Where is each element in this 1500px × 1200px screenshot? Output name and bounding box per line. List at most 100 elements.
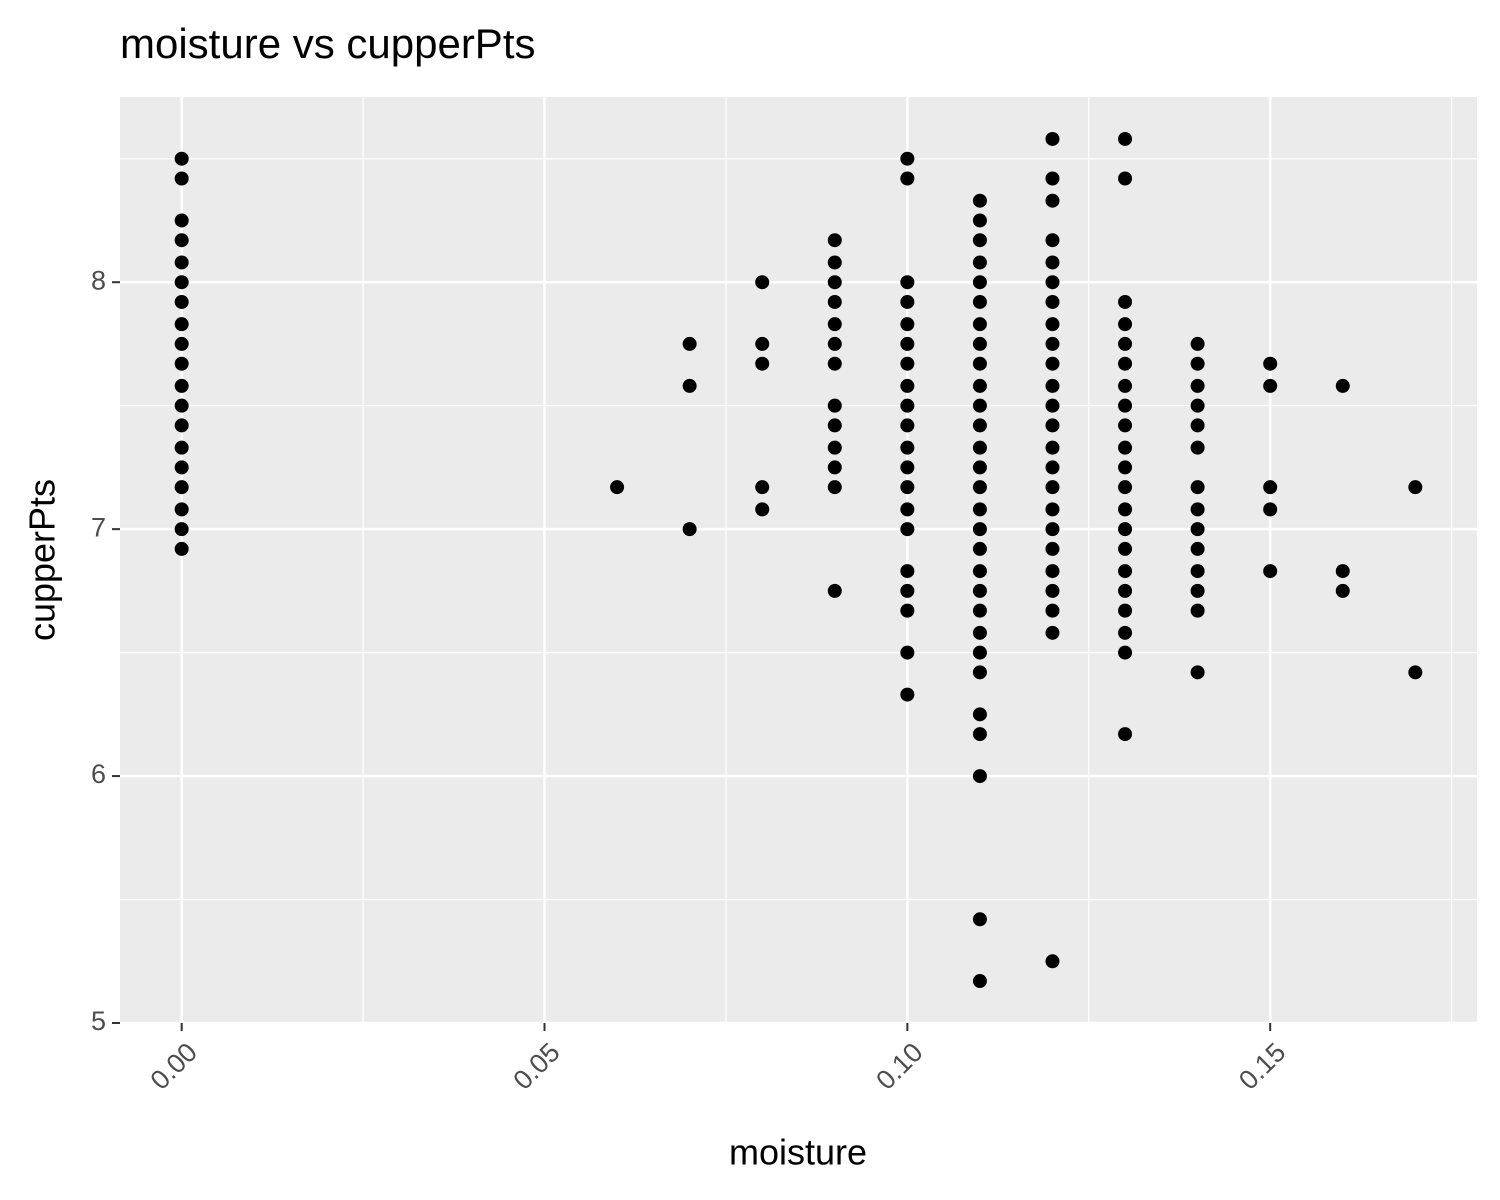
- point: [174, 171, 189, 186]
- point: [900, 294, 915, 309]
- point: [1118, 398, 1133, 413]
- point: [755, 336, 770, 351]
- point: [755, 356, 770, 371]
- point: [1045, 522, 1060, 537]
- point: [174, 440, 189, 455]
- point: [1045, 294, 1060, 309]
- point: [972, 522, 987, 537]
- y-tick-label: 6: [91, 759, 106, 789]
- point: [1045, 378, 1060, 393]
- point: [827, 255, 842, 270]
- point: [1045, 603, 1060, 618]
- point: [900, 583, 915, 598]
- point: [900, 603, 915, 618]
- y-tick-label: 8: [91, 265, 106, 295]
- point: [972, 480, 987, 495]
- point: [972, 625, 987, 640]
- point: [1190, 522, 1205, 537]
- point: [900, 645, 915, 660]
- point: [1263, 502, 1278, 517]
- point: [1045, 954, 1060, 969]
- point: [972, 440, 987, 455]
- point: [1335, 564, 1350, 579]
- point: [174, 398, 189, 413]
- point: [1045, 541, 1060, 556]
- point: [174, 502, 189, 517]
- point: [755, 502, 770, 517]
- point: [1045, 275, 1060, 290]
- point: [972, 336, 987, 351]
- point: [1045, 625, 1060, 640]
- point: [1118, 378, 1133, 393]
- point: [1045, 336, 1060, 351]
- point: [1045, 131, 1060, 146]
- point: [1263, 378, 1278, 393]
- panel: [120, 97, 1477, 1023]
- point: [1118, 356, 1133, 371]
- point: [1045, 317, 1060, 332]
- point: [174, 356, 189, 371]
- grid: [120, 97, 1477, 1025]
- point: [174, 418, 189, 433]
- point: [1118, 645, 1133, 660]
- chart-title: moisture vs cupperPts: [120, 20, 536, 67]
- point: [900, 378, 915, 393]
- point: [900, 418, 915, 433]
- x-tick-label: 0.10: [870, 1037, 928, 1095]
- y-tick-label: 5: [91, 1006, 106, 1036]
- point: [972, 233, 987, 248]
- point: [1190, 583, 1205, 598]
- point: [1118, 480, 1133, 495]
- point: [610, 480, 625, 495]
- point: [174, 541, 189, 556]
- point: [972, 460, 987, 475]
- point: [972, 645, 987, 660]
- point: [972, 193, 987, 208]
- point: [900, 460, 915, 475]
- point: [972, 317, 987, 332]
- point: [1118, 317, 1133, 332]
- point: [1045, 398, 1060, 413]
- point: [1045, 502, 1060, 517]
- point: [1190, 564, 1205, 579]
- point: [1045, 418, 1060, 433]
- point: [900, 317, 915, 332]
- point: [972, 769, 987, 784]
- point: [827, 275, 842, 290]
- points: [174, 131, 1423, 989]
- point: [900, 502, 915, 517]
- point: [1118, 294, 1133, 309]
- point: [1263, 356, 1278, 371]
- point: [972, 275, 987, 290]
- point: [827, 336, 842, 351]
- point: [1118, 603, 1133, 618]
- point: [174, 233, 189, 248]
- point: [1190, 541, 1205, 556]
- point: [1190, 418, 1205, 433]
- point: [174, 213, 189, 228]
- point: [1118, 522, 1133, 537]
- point: [900, 275, 915, 290]
- point: [174, 294, 189, 309]
- point: [1045, 255, 1060, 270]
- point: [900, 398, 915, 413]
- point: [900, 336, 915, 351]
- point: [1118, 727, 1133, 742]
- point: [1408, 480, 1423, 495]
- point: [1263, 564, 1278, 579]
- point: [827, 440, 842, 455]
- point: [174, 336, 189, 351]
- point: [1190, 480, 1205, 495]
- point: [682, 522, 697, 537]
- point: [1118, 336, 1133, 351]
- point: [1335, 583, 1350, 598]
- point: [972, 564, 987, 579]
- point: [972, 356, 987, 371]
- point: [682, 378, 697, 393]
- point: [827, 294, 842, 309]
- y-axis-title: cupperPts: [22, 479, 63, 641]
- point: [1045, 171, 1060, 186]
- point: [1118, 583, 1133, 598]
- point: [900, 480, 915, 495]
- point: [827, 583, 842, 598]
